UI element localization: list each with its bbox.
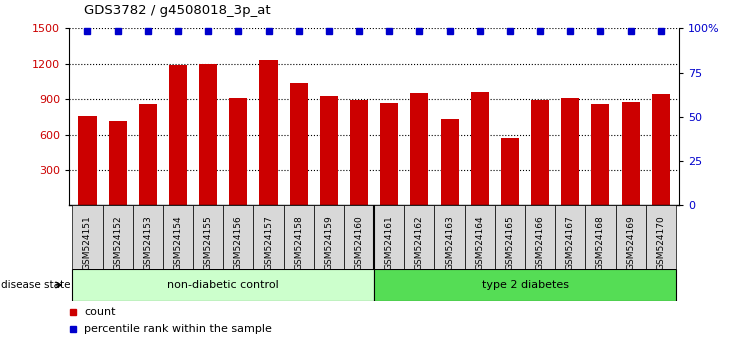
Bar — [652, 95, 670, 205]
Bar — [259, 60, 277, 205]
FancyBboxPatch shape — [223, 205, 253, 269]
Text: GSM524154: GSM524154 — [174, 215, 182, 269]
FancyBboxPatch shape — [434, 205, 465, 269]
FancyBboxPatch shape — [585, 205, 615, 269]
Bar — [561, 98, 580, 205]
Text: type 2 diabetes: type 2 diabetes — [482, 280, 569, 290]
Bar — [109, 121, 127, 205]
FancyBboxPatch shape — [404, 205, 434, 269]
Text: GSM524169: GSM524169 — [626, 215, 635, 270]
Text: GSM524161: GSM524161 — [385, 215, 393, 270]
Bar — [78, 116, 96, 205]
Bar — [320, 96, 338, 205]
Bar — [199, 64, 218, 205]
FancyBboxPatch shape — [374, 205, 404, 269]
Bar — [169, 65, 187, 205]
Bar — [139, 104, 157, 205]
Text: GSM524153: GSM524153 — [143, 215, 153, 270]
FancyBboxPatch shape — [344, 205, 374, 269]
FancyBboxPatch shape — [374, 269, 676, 301]
FancyBboxPatch shape — [283, 205, 314, 269]
FancyBboxPatch shape — [102, 205, 133, 269]
FancyBboxPatch shape — [646, 205, 676, 269]
Bar — [350, 100, 368, 205]
Text: GSM524162: GSM524162 — [415, 215, 424, 269]
Text: GSM524159: GSM524159 — [324, 215, 334, 270]
FancyBboxPatch shape — [72, 269, 374, 301]
Text: GSM524170: GSM524170 — [656, 215, 665, 270]
FancyBboxPatch shape — [253, 205, 283, 269]
Text: non-diabetic control: non-diabetic control — [167, 280, 279, 290]
FancyBboxPatch shape — [465, 205, 495, 269]
Text: GSM524156: GSM524156 — [234, 215, 243, 270]
Text: GSM524157: GSM524157 — [264, 215, 273, 270]
Text: count: count — [84, 307, 115, 316]
Bar — [471, 92, 489, 205]
FancyBboxPatch shape — [133, 205, 163, 269]
Bar — [380, 103, 399, 205]
FancyBboxPatch shape — [615, 205, 646, 269]
Text: GSM524163: GSM524163 — [445, 215, 454, 270]
Bar — [501, 138, 519, 205]
FancyBboxPatch shape — [193, 205, 223, 269]
Bar — [621, 102, 639, 205]
Text: GSM524165: GSM524165 — [505, 215, 515, 270]
FancyBboxPatch shape — [163, 205, 193, 269]
Bar — [531, 100, 549, 205]
Bar — [440, 119, 458, 205]
Text: GDS3782 / g4508018_3p_at: GDS3782 / g4508018_3p_at — [84, 4, 271, 17]
Text: GSM524166: GSM524166 — [536, 215, 545, 270]
Text: disease state: disease state — [1, 280, 71, 290]
Text: GSM524152: GSM524152 — [113, 215, 122, 269]
Text: GSM524167: GSM524167 — [566, 215, 575, 270]
Text: GSM524151: GSM524151 — [83, 215, 92, 270]
Bar — [591, 104, 610, 205]
FancyBboxPatch shape — [314, 205, 344, 269]
Text: GSM524164: GSM524164 — [475, 215, 484, 269]
Text: GSM524158: GSM524158 — [294, 215, 303, 270]
Text: percentile rank within the sample: percentile rank within the sample — [84, 324, 272, 334]
Text: GSM524160: GSM524160 — [355, 215, 364, 270]
FancyBboxPatch shape — [72, 205, 102, 269]
Bar — [229, 98, 247, 205]
FancyBboxPatch shape — [525, 205, 556, 269]
FancyBboxPatch shape — [556, 205, 585, 269]
Text: GSM524155: GSM524155 — [204, 215, 212, 270]
Bar — [410, 93, 429, 205]
Bar — [290, 83, 308, 205]
FancyBboxPatch shape — [495, 205, 525, 269]
Text: GSM524168: GSM524168 — [596, 215, 605, 270]
